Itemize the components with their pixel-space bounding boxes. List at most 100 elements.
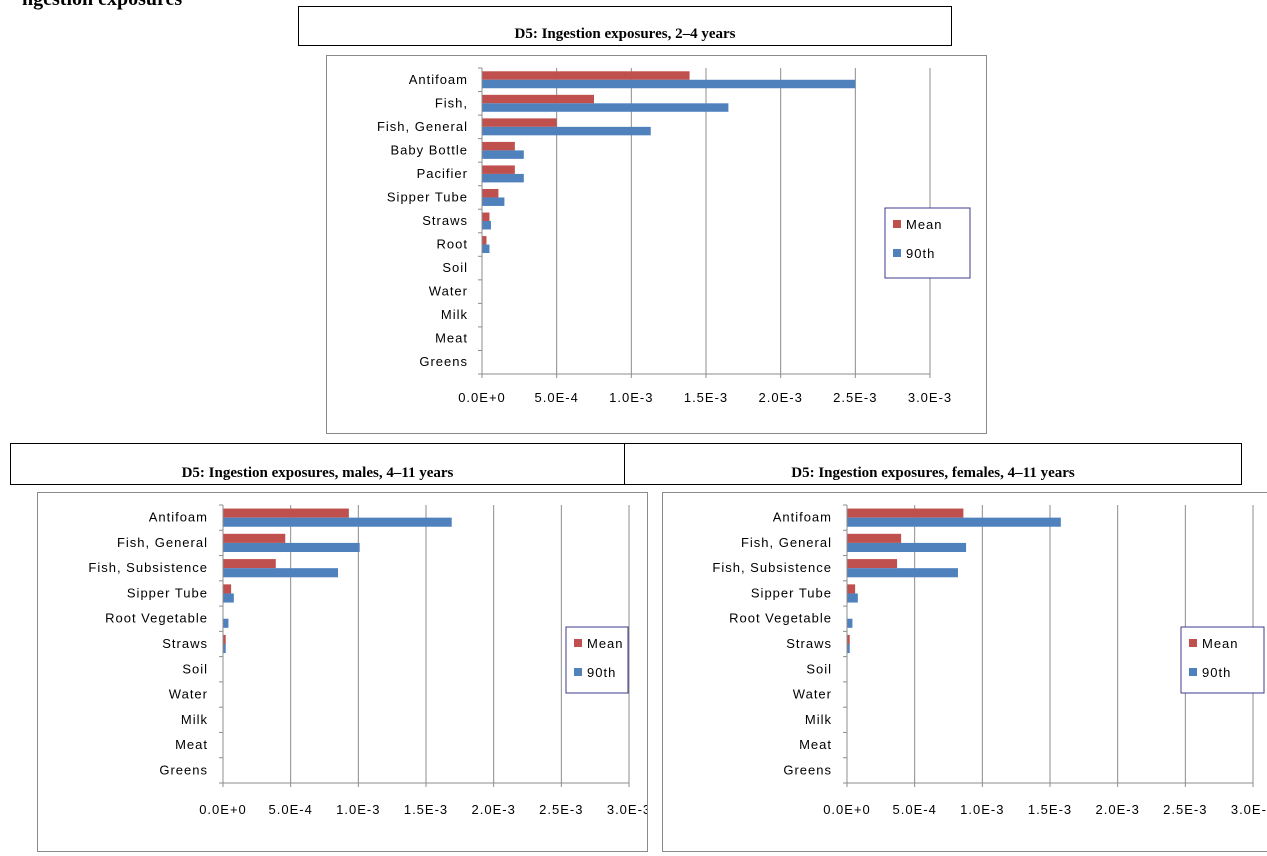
bar-90th-straws <box>482 221 491 230</box>
chart-title-box-females: D5: Ingestion exposures, females, 4–11 y… <box>624 443 1242 485</box>
bar-chart-females-4-11-years: Antifoam Fish, General Fish, Subsistence Si… <box>712 504 1267 817</box>
bar-mean-antifoam <box>482 71 690 80</box>
x-tick-label: 5.0E-4 <box>269 802 313 817</box>
category-label: Water <box>793 687 832 702</box>
bar-90th-baby-bottle <box>482 150 524 159</box>
bar-90th-straws <box>847 644 850 654</box>
chart-title-box-males: D5: Ingestion exposures, males, 4–11 yea… <box>10 443 625 485</box>
bar-mean-fish-general <box>223 533 286 543</box>
chart-frame-2-4-years: Antifoam Fish, Fish, General Baby Bottle Pac… <box>326 55 987 434</box>
category-label: Fish, Subsistence <box>712 560 832 575</box>
legend-label-mean: Mean <box>1202 636 1239 651</box>
category-label: Baby Bottle <box>391 142 469 157</box>
bar-mean-straws <box>223 634 226 644</box>
category-label: Meat <box>175 737 208 752</box>
category-label: Soil <box>182 661 208 676</box>
bar-90th-fish-subsistence <box>847 568 958 578</box>
x-tick-label: 2.5E-3 <box>1163 802 1207 817</box>
x-tick-label: 1.5E-3 <box>1028 802 1072 817</box>
category-label: Greens <box>159 762 208 777</box>
category-label: Greens <box>783 762 832 777</box>
category-label: Soil <box>806 661 832 676</box>
category-label: Root Vegetable <box>105 611 208 626</box>
bar-90th-sipper-tube <box>223 593 234 603</box>
bar-mean-fish <box>482 94 594 104</box>
category-label: Fish, General <box>377 119 468 134</box>
legend-swatch-mean <box>1189 639 1197 647</box>
bar-90th-antifoam <box>482 79 856 89</box>
category-label: Straws <box>786 636 832 651</box>
bar-mean-pacifier <box>482 165 515 174</box>
bar-mean-antifoam <box>223 508 349 518</box>
section-heading: ngestion exposures <box>22 0 182 11</box>
bar-90th-root <box>482 244 490 254</box>
category-label: Milk <box>805 712 832 727</box>
x-tick-label: 3.0E-3 <box>1231 802 1267 817</box>
category-label: Antifoam <box>773 510 832 525</box>
bar-90th-fish-general <box>223 542 360 553</box>
bar-90th-sipper-tube <box>847 593 858 603</box>
x-tick-label: 2.5E-3 <box>539 802 583 817</box>
category-label: Sipper Tube <box>127 585 208 600</box>
legend-label-90th: 90th <box>587 665 616 680</box>
x-tick-label: 2.0E-3 <box>1096 802 1140 817</box>
category-label: Sipper Tube <box>387 189 468 204</box>
bar-90th-fish-subsistence <box>223 568 339 578</box>
bar-90th-fish-general <box>482 126 651 136</box>
bar-90th-fish <box>482 103 729 112</box>
bar-mean-fish-subsistence <box>847 559 898 569</box>
category-label: Antifoam <box>149 510 208 525</box>
category-label: Straws <box>162 636 208 651</box>
chart-frame-males: Antifoam Fish, General Fish, Subsistence Si… <box>37 492 650 852</box>
category-label: Water <box>169 687 208 702</box>
x-tick-label: 2.5E-3 <box>833 390 877 405</box>
x-tick-label: 1.5E-3 <box>684 390 728 405</box>
x-tick-label: 1.0E-3 <box>609 390 653 405</box>
x-tick-label: 5.0E-4 <box>893 802 937 817</box>
category-label: Milk <box>441 307 468 322</box>
category-label: Root Vegetable <box>729 611 832 626</box>
bar-mean-straws <box>847 634 850 644</box>
bar-chart-2-4-years: Antifoam Fish, Fish, General Baby Bottle Pac… <box>377 67 971 405</box>
category-label: Greens <box>419 354 468 369</box>
category-label: Water <box>429 284 468 299</box>
bar-mean-sipper-tube <box>223 584 232 594</box>
x-tick-label: 0.0E+0 <box>823 802 871 817</box>
bar-mean-sipper-tube <box>847 584 856 594</box>
category-label: Antifoam <box>409 72 468 87</box>
category-label: Pacifier <box>417 166 468 181</box>
bar-mean-root <box>482 236 487 245</box>
category-label: Sipper Tube <box>751 585 832 600</box>
bar-90th-antifoam <box>847 517 1061 527</box>
legend-box <box>1180 626 1265 694</box>
bar-mean-sipper-tube <box>482 188 499 198</box>
chart-title: D5: Ingestion exposures, 2–4 years <box>514 26 736 42</box>
category-label: Milk <box>181 712 208 727</box>
bar-chart-males-4-11-years: Antifoam Fish, General Fish, Subsistence Si… <box>88 504 650 817</box>
legend-swatch-mean <box>893 220 901 228</box>
x-tick-label: 5.0E-4 <box>535 390 579 405</box>
x-tick-label: 1.0E-3 <box>336 802 380 817</box>
category-label: Fish, Subsistence <box>88 560 208 575</box>
bar-90th-sipper-tube <box>482 197 505 206</box>
legend-swatch-90th <box>893 249 901 257</box>
category-label: Fish, <box>435 95 468 110</box>
legend-swatch-90th <box>1189 668 1197 676</box>
legend-swatch-90th <box>574 668 582 676</box>
x-tick-label: 3.0E-3 <box>607 802 647 817</box>
category-label: Root <box>437 237 468 252</box>
x-tick-label: 1.5E-3 <box>404 802 448 817</box>
x-tick-label: 0.0E+0 <box>458 390 506 405</box>
chart-title: D5: Ingestion exposures, males, 4–11 yea… <box>181 465 454 481</box>
category-label: Straws <box>422 213 468 228</box>
category-label: Meat <box>435 331 468 346</box>
category-label: Fish, General <box>117 535 208 550</box>
bar-mean-straws <box>482 212 490 221</box>
legend-swatch-mean <box>574 639 582 647</box>
bar-90th-fish-general <box>847 542 967 553</box>
chart-title: D5: Ingestion exposures, females, 4–11 y… <box>791 465 1075 481</box>
chart-title-box-2-4-years: D5: Ingestion exposures, 2–4 years <box>298 6 952 46</box>
legend-box <box>565 626 629 694</box>
category-label: Fish, General <box>741 535 832 550</box>
legend-box <box>884 207 971 279</box>
